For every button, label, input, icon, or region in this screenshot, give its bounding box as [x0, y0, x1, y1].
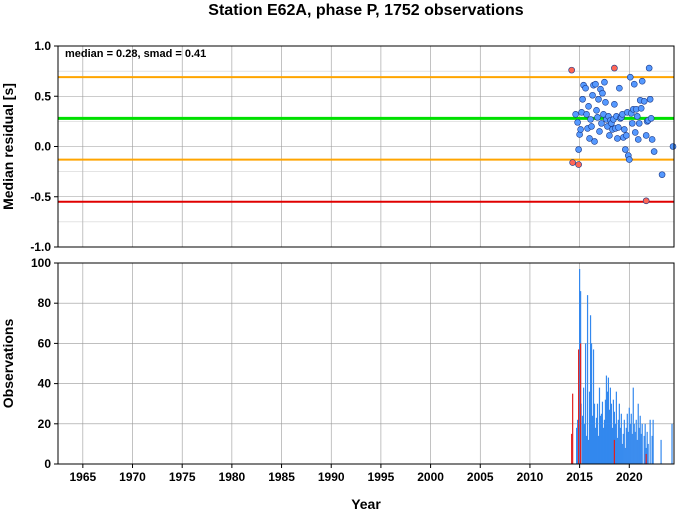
residual-point	[596, 128, 603, 135]
residual-point	[588, 123, 595, 130]
x-tick-label: 2000	[417, 470, 444, 484]
x-tick-label: 2015	[566, 470, 593, 484]
residual-point	[594, 114, 601, 121]
residual-point	[623, 132, 630, 139]
x-tick-label: 1970	[119, 470, 146, 484]
residual-point	[569, 159, 576, 166]
residual-point	[626, 73, 634, 81]
residual-point	[669, 143, 677, 150]
residual-point	[630, 80, 638, 88]
residual-point	[625, 156, 633, 163]
residual-point	[646, 95, 654, 103]
x-axis-label: Year	[351, 496, 381, 511]
residual-y-tick-label: 0.5	[34, 89, 51, 103]
residual-point	[583, 111, 590, 118]
residual-point	[601, 78, 608, 86]
residual-y-tick-label: 1.0	[34, 39, 51, 53]
x-tick-label: 1975	[169, 470, 196, 484]
residual-point	[591, 138, 598, 145]
observations-bars	[571, 269, 673, 464]
residual-point	[589, 91, 596, 99]
x-tick-label: 2010	[517, 470, 544, 484]
residual-point	[616, 84, 623, 92]
residual-point	[598, 120, 605, 127]
residual-point	[634, 136, 642, 143]
residual-point	[574, 119, 581, 126]
residual-point	[637, 105, 645, 112]
residual-point	[577, 126, 584, 133]
residual-point	[572, 111, 579, 118]
residual-point	[586, 135, 593, 142]
observations-panel: 1965 1970 1975 1980 1985 1990 1995 2000 2005 2010…	[0, 256, 675, 511]
observations-y-tick-label: 40	[38, 377, 52, 391]
residual-point	[582, 84, 589, 92]
x-tick-label: 1985	[268, 470, 295, 484]
observations-ticks: 1965 1970 1975 1980 1985 1990 1995 2000 2005 2010…	[31, 256, 643, 484]
chart-title: Station E62A, phase P, 1752 observations	[208, 2, 523, 19]
residual-grid	[58, 45, 674, 248]
observations-y-label: Observations	[0, 319, 16, 409]
residual-y-tick-label: -0.5	[30, 190, 51, 204]
residual-frame	[57, 45, 675, 248]
residual-point	[602, 98, 609, 106]
x-tick-label: 1990	[318, 470, 345, 484]
residual-point	[642, 132, 650, 139]
residual-point	[568, 66, 575, 74]
observations-y-tick-label: 0	[44, 457, 51, 471]
residual-point	[611, 100, 618, 108]
residual-panel: 1.0 0.5 0.0 -0.5 -1.0 median = 0.28, smad = …	[0, 39, 677, 254]
x-tick-label: 1995	[368, 470, 395, 484]
residual-point	[593, 107, 600, 114]
residual-point	[595, 95, 602, 103]
residual-point	[575, 146, 582, 153]
residual-point	[633, 113, 641, 120]
x-tick-label: 1965	[69, 470, 96, 484]
observations-y-tick-label: 80	[38, 296, 52, 310]
residual-point	[599, 89, 606, 97]
residual-point	[585, 103, 592, 110]
residual-point	[635, 120, 643, 127]
observations-y-tick-label: 20	[38, 417, 52, 431]
residual-point	[614, 135, 621, 142]
residual-point	[622, 146, 629, 153]
x-tick-label: 2020	[616, 470, 643, 484]
residual-point	[611, 64, 618, 72]
residual-point	[647, 115, 655, 122]
observations-frame	[57, 262, 675, 465]
residual-point	[592, 80, 599, 88]
residual-point	[658, 171, 666, 178]
residual-points	[568, 64, 677, 205]
observations-y-tick-label: 60	[38, 336, 52, 350]
residual-point	[631, 129, 639, 136]
residual-point	[579, 95, 586, 103]
residual-point	[650, 148, 658, 155]
residual-y-ticks: 1.0 0.5 0.0 -0.5 -1.0	[30, 39, 58, 254]
x-tick-label: 1980	[219, 470, 246, 484]
residual-point	[587, 116, 594, 123]
residual-point	[638, 77, 646, 85]
residual-point	[640, 97, 648, 105]
residual-point	[621, 126, 628, 133]
x-tick-label: 2005	[467, 470, 494, 484]
residual-point	[642, 197, 650, 205]
residual-y-label: Median residual [s]	[0, 83, 16, 210]
residual-point	[628, 120, 636, 127]
stats-annotation: median = 0.28, smad = 0.41	[65, 48, 206, 60]
residual-point	[575, 161, 582, 168]
observations-y-tick-label: 100	[31, 256, 51, 270]
residual-y-tick-label: 0.0	[34, 140, 51, 154]
residual-point	[615, 124, 622, 131]
residual-y-tick-label: -1.0	[30, 240, 51, 254]
residual-point	[606, 132, 613, 139]
residual-point	[645, 64, 653, 72]
residual-reference-lines	[58, 76, 674, 203]
residual-point	[648, 136, 656, 143]
